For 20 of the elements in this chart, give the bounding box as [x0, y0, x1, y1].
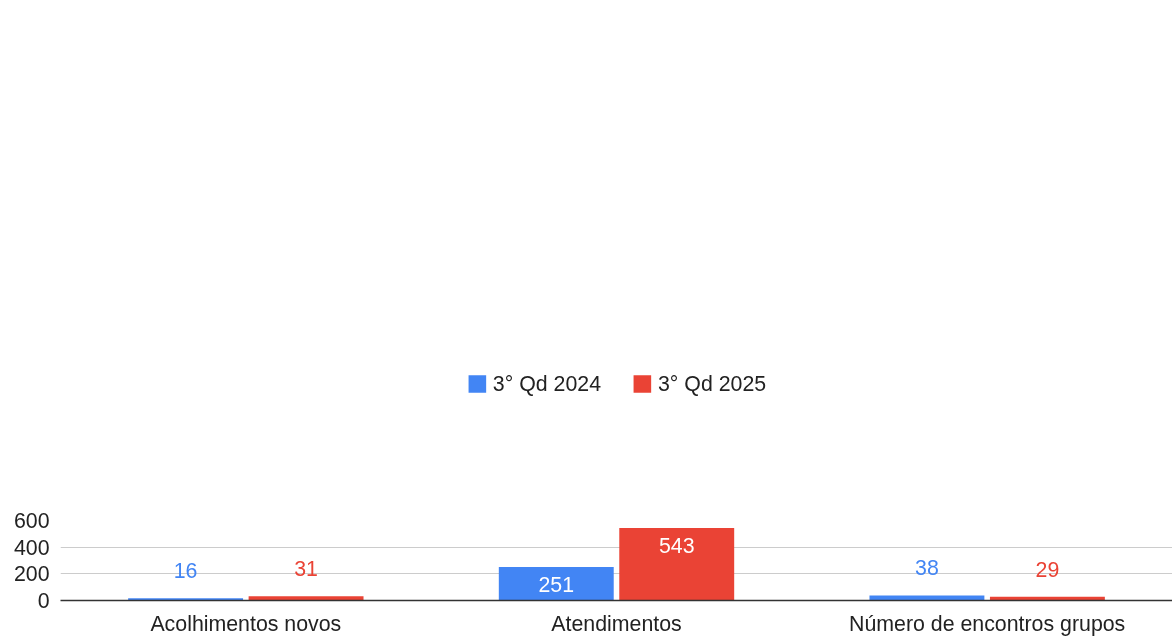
data-label: 31	[294, 557, 318, 582]
x-tick-label: Atendimentos	[551, 611, 682, 636]
bar	[869, 595, 985, 601]
y-tick-label: 0	[37, 589, 50, 613]
legend-label: 3° Qd 2025	[658, 371, 767, 397]
y-tick-label: 200	[13, 562, 50, 587]
legend-label: 3° Qd 2024	[492, 371, 601, 397]
y-tick-label: 600	[13, 509, 50, 533]
data-label: 16	[173, 559, 198, 584]
data-label: 251	[538, 573, 575, 598]
x-tick-label: Número de encontros grupos	[849, 611, 1126, 636]
bar	[619, 528, 735, 601]
bar	[498, 567, 614, 601]
data-label: 38	[915, 556, 939, 581]
data-label: 543	[658, 534, 695, 559]
data-label: 29	[1035, 557, 1060, 582]
y-tick-label: 400	[13, 535, 50, 560]
x-tick-label: Acolhimentos novos	[150, 611, 342, 636]
bar	[248, 596, 364, 601]
bar	[128, 598, 244, 601]
